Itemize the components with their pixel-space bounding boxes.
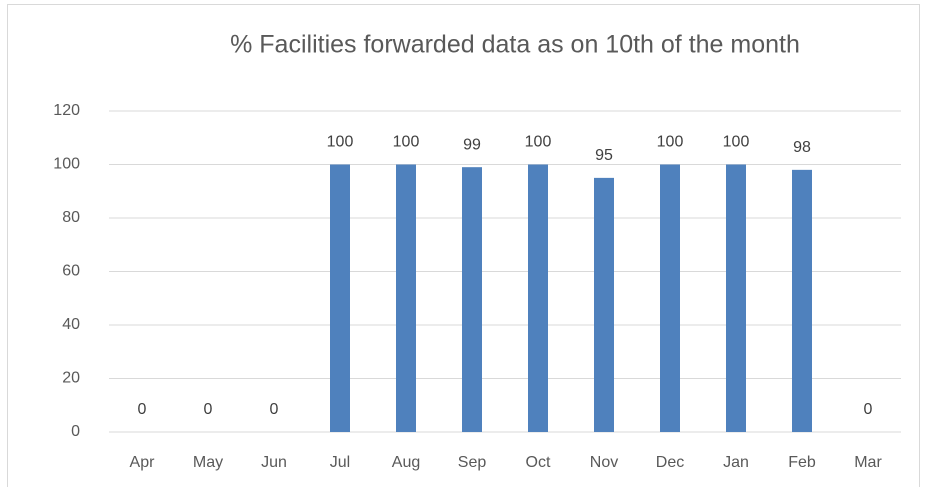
bar: [594, 177, 614, 432]
bar: [726, 164, 746, 432]
x-tick-label: Nov: [590, 454, 618, 471]
data-label: 100: [525, 134, 552, 151]
x-tick-label: Aug: [392, 454, 420, 471]
bar: [660, 164, 680, 432]
y-tick-label: 80: [62, 209, 80, 226]
bar: [462, 167, 482, 433]
x-tick-label: Jun: [261, 454, 287, 471]
data-label: 0: [270, 401, 279, 418]
bar: [792, 169, 812, 432]
x-tick-label: Oct: [526, 454, 551, 471]
y-tick-label: 20: [62, 370, 80, 387]
x-tick-label: Apr: [130, 454, 156, 471]
x-tick-label: Mar: [854, 454, 882, 471]
chart-title: % Facilities forwarded data as on 10th o…: [230, 31, 800, 59]
data-label: 95: [595, 147, 613, 164]
data-label: 0: [864, 401, 873, 418]
data-label: 99: [463, 136, 481, 153]
data-label: 0: [204, 401, 213, 418]
x-tick-label: Sep: [458, 454, 487, 471]
data-label: 98: [793, 139, 811, 156]
x-tick-label: Dec: [656, 454, 684, 471]
x-tick-label: May: [193, 454, 223, 471]
data-label: 100: [327, 134, 354, 151]
bar: [528, 164, 548, 432]
bar: [330, 164, 350, 432]
y-tick-label: 100: [53, 156, 80, 173]
x-tick-label: Feb: [788, 454, 816, 471]
data-label: 100: [657, 134, 684, 151]
data-label: 100: [723, 134, 750, 151]
x-tick-label: Jul: [330, 454, 350, 471]
data-label: 0: [138, 401, 147, 418]
data-label: 100: [393, 134, 420, 151]
y-tick-label: 120: [53, 102, 80, 119]
y-tick-label: 40: [62, 316, 80, 333]
y-tick-label: 0: [71, 423, 80, 440]
bar: [396, 164, 416, 432]
x-tick-label: Jan: [723, 454, 749, 471]
y-tick-label: 60: [62, 263, 80, 280]
